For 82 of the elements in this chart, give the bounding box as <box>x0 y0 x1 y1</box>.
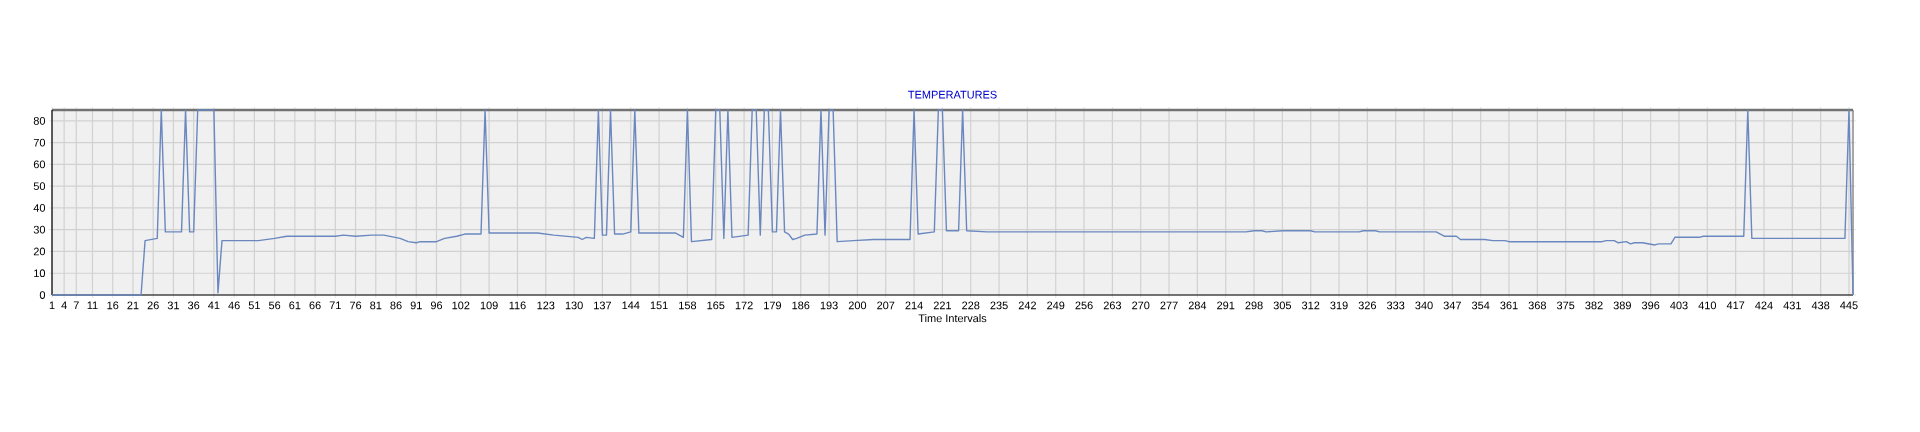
x-tick-label: 319 <box>1330 301 1348 310</box>
x-tick-label: 144 <box>622 301 640 310</box>
x-tick-label: 102 <box>452 301 470 310</box>
x-tick-label: 26 <box>147 301 159 310</box>
x-tick-label: 333 <box>1386 301 1405 310</box>
x-tick-label: 51 <box>248 301 260 310</box>
x-tick-label: 172 <box>735 301 753 310</box>
x-tick-label: 31 <box>167 301 179 310</box>
x-tick-label: 284 <box>1188 301 1207 310</box>
y-tick-label: 40 <box>33 204 46 212</box>
x-tick-label: 109 <box>480 301 498 310</box>
y-tick-label: 0 <box>39 291 46 299</box>
x-tick-label: 214 <box>905 301 923 310</box>
x-tick-label: 165 <box>707 301 725 310</box>
x-tick-label: 389 <box>1613 301 1631 310</box>
x-tick-label: 46 <box>228 301 240 310</box>
y-tick-label: 50 <box>33 182 46 191</box>
x-tick-label: 424 <box>1755 301 1773 310</box>
x-tick-label: 410 <box>1698 301 1717 310</box>
x-tick-label: 200 <box>848 301 867 310</box>
x-tick-label: 368 <box>1528 301 1546 310</box>
y-tick-label: 30 <box>33 225 46 234</box>
x-tick-label: 326 <box>1358 301 1377 310</box>
x-tick-label: 235 <box>990 301 1008 310</box>
x-tick-label: 347 <box>1443 301 1461 310</box>
x-tick-label: 123 <box>537 301 555 310</box>
x-axis-title: Time Intervals <box>918 314 987 323</box>
x-tick-label: 193 <box>820 301 838 310</box>
x-tick-label: 305 <box>1273 301 1292 310</box>
x-tick-label: 4 <box>61 301 67 310</box>
x-tick-label: 158 <box>679 301 697 310</box>
x-tick-label: 96 <box>430 301 443 310</box>
x-tick-label: 36 <box>187 301 200 310</box>
x-tick-label: 431 <box>1783 301 1801 310</box>
x-tick-label: 7 <box>73 301 79 310</box>
x-tick-label: 270 <box>1132 301 1150 310</box>
y-tick-label: 20 <box>33 247 46 256</box>
x-tick-label: 382 <box>1585 301 1603 310</box>
x-tick-label: 396 <box>1641 301 1660 310</box>
x-tick-label: 1 <box>49 301 55 310</box>
x-tick-label: 228 <box>962 301 980 310</box>
x-tick-label: 151 <box>650 301 668 310</box>
x-tick-label: 312 <box>1301 301 1320 310</box>
x-tick-label: 249 <box>1047 301 1065 310</box>
x-tick-label: 130 <box>565 301 583 310</box>
x-tick-label: 403 <box>1670 301 1688 310</box>
x-tick-label: 91 <box>410 301 422 310</box>
x-tick-label: 116 <box>509 301 526 310</box>
y-tick-label: 70 <box>33 138 46 147</box>
x-tick-label: 242 <box>1018 301 1036 310</box>
x-tick-label: 21 <box>127 301 139 310</box>
x-tick-label: 41 <box>208 301 220 310</box>
x-tick-label: 298 <box>1245 301 1263 310</box>
x-tick-label: 66 <box>309 301 321 310</box>
y-tick-label: 60 <box>33 160 46 169</box>
x-tick-label: 438 <box>1811 301 1830 310</box>
x-tick-label: 221 <box>933 301 952 310</box>
x-tick-label: 137 <box>594 301 612 310</box>
x-tick-label: 56 <box>268 301 281 310</box>
x-tick-label: 375 <box>1556 301 1575 310</box>
y-tick-label: 10 <box>34 269 46 278</box>
x-tick-label: 417 <box>1726 301 1745 310</box>
x-tick-label: 445 <box>1840 301 1858 310</box>
x-tick-label: 16 <box>107 301 119 310</box>
x-tick-label: 81 <box>370 301 382 310</box>
x-tick-label: 71 <box>329 301 341 310</box>
x-tick-label: 186 <box>792 301 810 310</box>
x-tick-label: 86 <box>390 301 402 310</box>
x-tick-label: 256 <box>1075 301 1093 310</box>
x-tick-label: 11 <box>87 301 98 310</box>
x-tick-label: 76 <box>350 301 362 310</box>
y-tick-label: 80 <box>33 117 46 125</box>
x-tick-label: 277 <box>1160 301 1178 310</box>
x-tick-label: 207 <box>877 301 895 310</box>
x-tick-label: 179 <box>764 301 782 310</box>
x-tick-label: 340 <box>1415 301 1433 310</box>
x-tick-label: 361 <box>1500 301 1518 310</box>
x-tick-label: 61 <box>289 301 301 310</box>
x-tick-label: 354 <box>1471 301 1490 310</box>
x-tick-label: 291 <box>1217 301 1235 310</box>
x-tick-label: 263 <box>1103 301 1122 310</box>
chart-title: TEMPERATURES <box>908 90 997 99</box>
